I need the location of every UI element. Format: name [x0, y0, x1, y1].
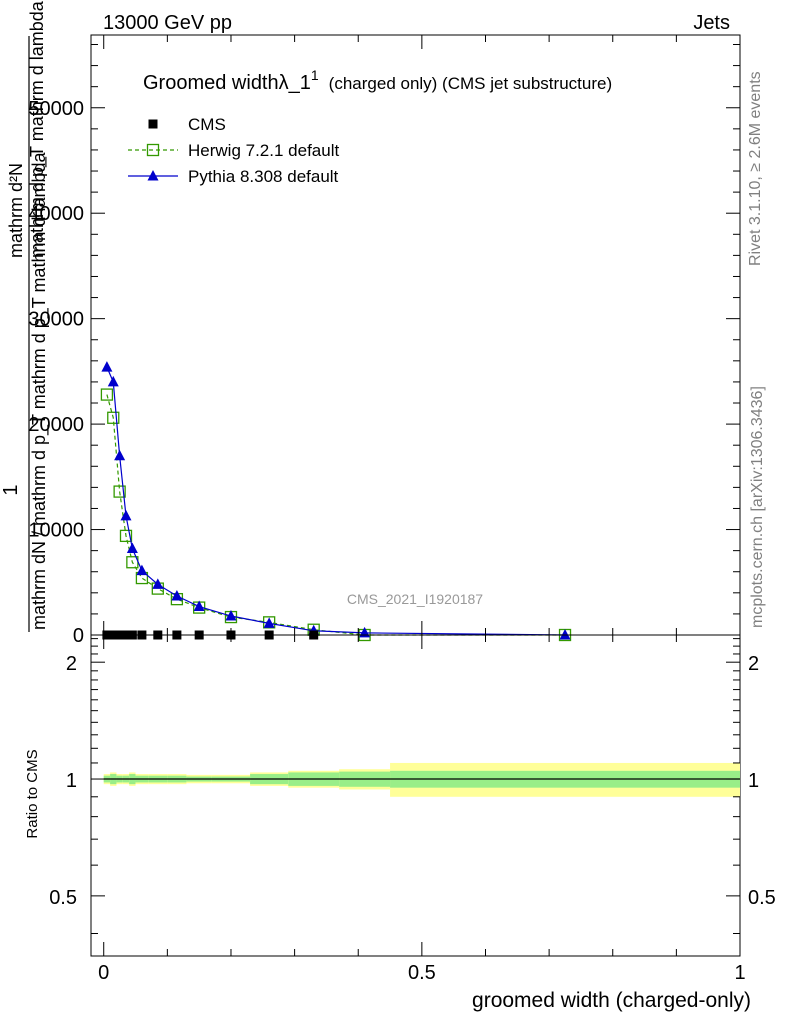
legend-item: Pythia 8.308 default [128, 167, 339, 186]
series-herwig [100, 388, 572, 642]
ratio-plot: 0.5 0.5 1 1 2 2 [49, 634, 776, 957]
plot-title-suffix: (charged only) (CMS jet substructure) [329, 74, 612, 93]
ratio-tick-label: 0.5 [49, 887, 77, 909]
data-point [263, 617, 275, 628]
data-point [171, 589, 183, 601]
plot-title-main: Groomed widthλ_1 [143, 72, 311, 94]
legend-label: Pythia 8.308 default [188, 167, 339, 186]
x-axis-label: groomed width (charged-only) [472, 989, 751, 1012]
series-line [106, 366, 566, 636]
y-tick-label: 10000 [28, 520, 84, 542]
series-pythia [101, 361, 571, 640]
ratio-tick-label-right: 0.5 [748, 887, 776, 909]
series-layer [100, 361, 572, 642]
y-tick-label: 30000 [28, 309, 84, 331]
data-point [114, 449, 126, 461]
y-label-numerator: 1 [0, 484, 22, 495]
legend-item: Herwig 7.2.1 default [128, 141, 339, 160]
ratio-tick-label-right: 1 [748, 770, 759, 792]
series-line [106, 394, 566, 636]
data-point [119, 529, 133, 543]
plot-title-superscript: 1 [311, 67, 319, 83]
collision-energy-label: 13000 GeV pp [103, 12, 232, 34]
y-label-numerator-overlay: mathrm d²N [6, 163, 26, 258]
data-point [126, 542, 138, 554]
data-point [225, 610, 237, 621]
data-point [147, 170, 159, 181]
data-point [101, 361, 113, 372]
legend-label: CMS [188, 115, 226, 134]
x-tick-label: 1 [734, 962, 745, 984]
data-point [559, 629, 571, 640]
process-label: Jets [693, 12, 730, 34]
data-point [107, 411, 120, 424]
data-point [146, 143, 160, 157]
y-tick-label: 0 [73, 625, 84, 647]
y-tick-label: 50000 [28, 98, 84, 120]
y-axis-top: 0 10000 20000 30000 40000 50000 [28, 43, 740, 647]
x-axis: 0 0.5 1 [98, 35, 746, 984]
data-point [136, 564, 148, 576]
x-tick-label: 0 [98, 962, 109, 984]
ratio-tick-label: 1 [66, 770, 77, 792]
data-point [120, 509, 132, 521]
data-point [193, 600, 205, 612]
ratio-tick-label: 2 [66, 653, 77, 675]
ratio-tick-label-right: 2 [748, 653, 759, 675]
y-axis-label-top: 1 mathrm d²N mathrm d p_T mathrm d lambd… [0, 0, 50, 632]
data-point [113, 485, 126, 498]
watermark: CMS_2021_I1920187 [347, 591, 483, 607]
data-point [107, 375, 119, 387]
y-label-denominator: mathrm dN / mathrm d p_T mathrm d p_T ma… [29, 152, 50, 630]
x-tick-label: 0.5 [408, 962, 436, 984]
legend: CMS Herwig 7.2.1 default Pythia 8.308 defa… [128, 115, 339, 186]
data-point [100, 388, 114, 401]
data-point [152, 578, 164, 589]
plot-title: Groomed widthλ_11 (charged only) (CMS jet… [143, 67, 612, 94]
y-label-denominator-overlay: mathrm d p_T mathrm d lambda [27, 0, 48, 258]
legend-label: Herwig 7.2.1 default [188, 141, 339, 160]
ratio-layer [103, 762, 740, 797]
data-point [148, 119, 158, 129]
y-axis-label-ratio: Ratio to CMS [24, 749, 41, 838]
y-axis-ratio: 0.5 0.5 1 1 2 2 [49, 638, 776, 934]
main-plot: 0 10000 20000 30000 40000 50000 CMS_2021_I192… [28, 34, 741, 647]
y-tick-label: 40000 [28, 203, 84, 225]
rivet-version-label: Rivet 3.1.10, ≥ 2.6M events [747, 71, 764, 266]
legend-item: CMS [148, 115, 226, 134]
y-tick-label: 20000 [28, 414, 84, 436]
mcplots-label: mcplots.cern.ch [arXiv:1306.3436] [749, 386, 766, 628]
